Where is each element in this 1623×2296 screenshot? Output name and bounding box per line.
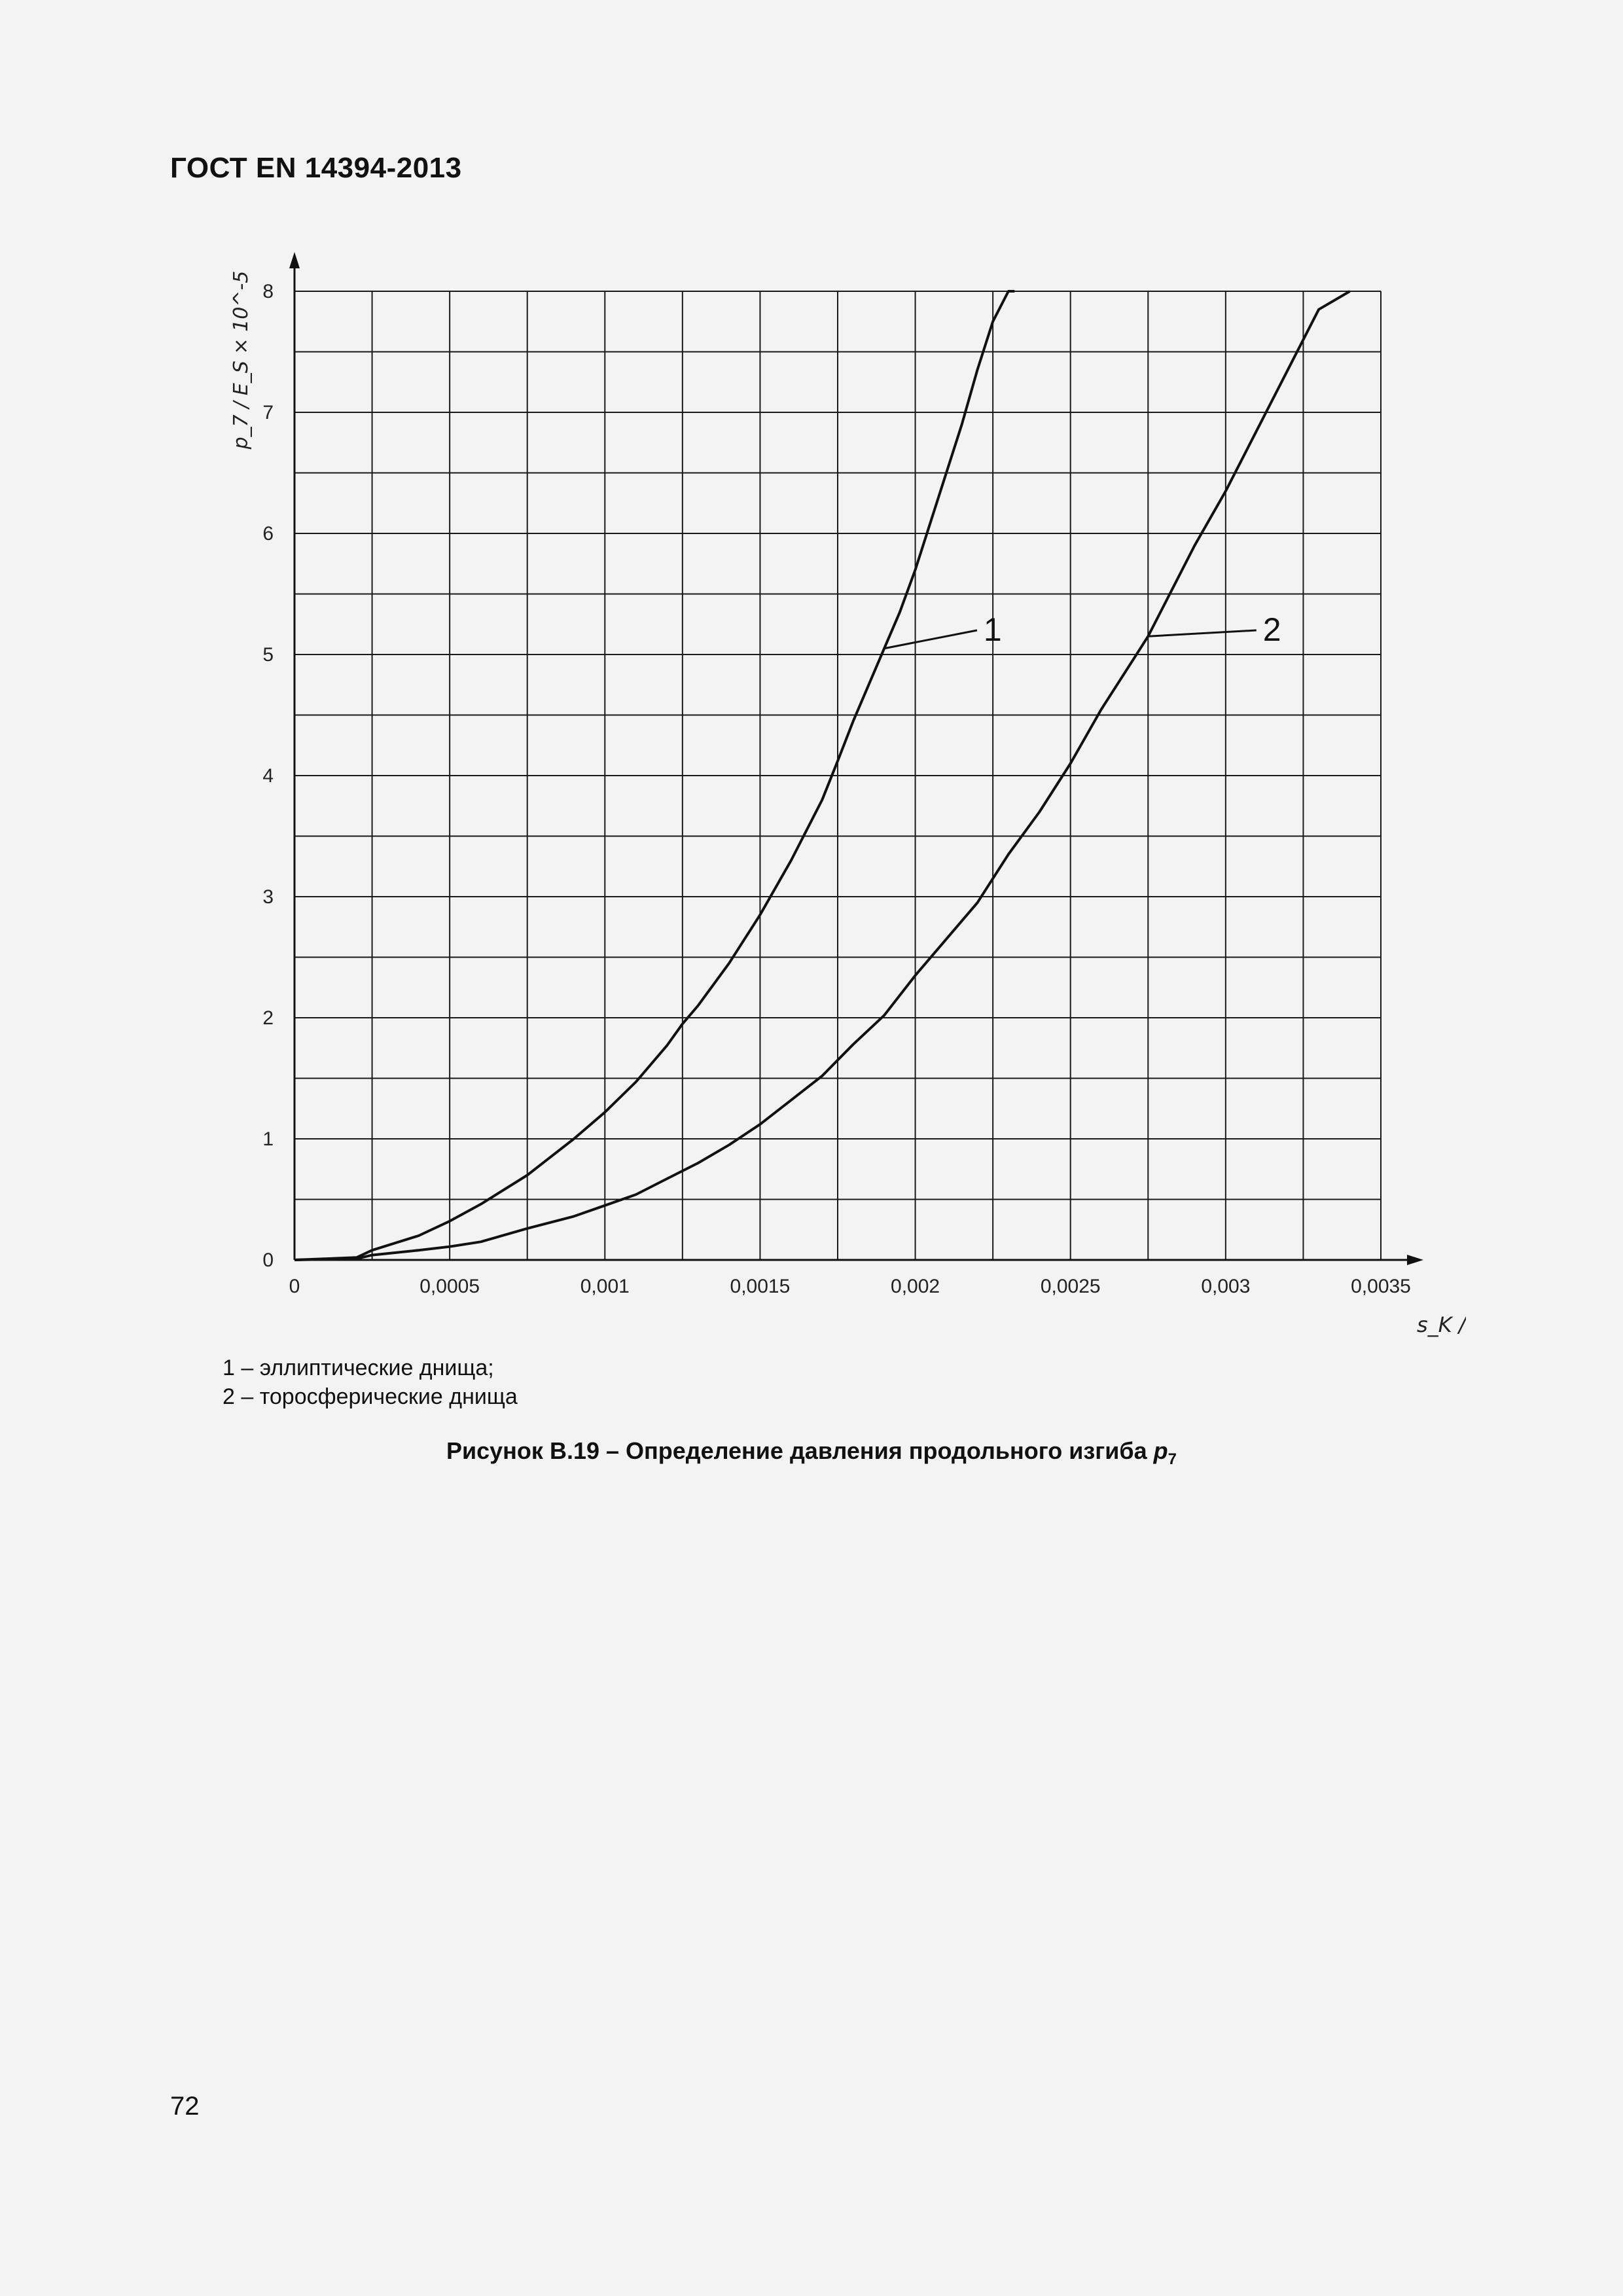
x-tick-label: 0,0005 xyxy=(419,1276,480,1297)
x-axis-label: s_K / d_a xyxy=(1417,1312,1466,1337)
chart-axes xyxy=(289,252,1423,1265)
caption-symbol-subscript: 7 xyxy=(1168,1450,1177,1469)
series-line-2 xyxy=(294,290,1351,1261)
x-tick-label: 0,0025 xyxy=(1041,1276,1101,1297)
x-axis-arrow xyxy=(1407,1255,1423,1265)
series-line-1 xyxy=(294,290,1015,1261)
x-tick-label: 0,001 xyxy=(580,1276,630,1297)
chart-series xyxy=(294,290,1351,1261)
y-axis-label: p_7 / E_S × 10^-5 xyxy=(230,271,253,450)
legend: 1 – эллиптические днища; 2 – торосфериче… xyxy=(223,1354,518,1411)
annotation-label-2: 2 xyxy=(1263,611,1281,648)
x-tick-label: 0,002 xyxy=(891,1276,940,1297)
caption-text: Рисунок В.19 – Определение давления прод… xyxy=(446,1437,1154,1464)
figure-caption: Рисунок В.19 – Определение давления прод… xyxy=(0,1437,1623,1469)
annotation-leader-2 xyxy=(1148,629,1257,637)
x-tick-label: 0,003 xyxy=(1201,1276,1250,1297)
y-tick-label: 2 xyxy=(262,1007,274,1029)
x-tick-label: 0,0015 xyxy=(730,1276,791,1297)
document-header: ГОСТ EN 14394-2013 xyxy=(170,152,462,184)
chart-grid xyxy=(293,291,1382,1261)
legend-item-2: 2 – торосферические днища xyxy=(223,1384,518,1409)
page-number: 72 xyxy=(170,2092,200,2121)
x-tick-labels: 0 0,0005 0,001 0,0015 0,002 0,0025 0,003 0,0035 xyxy=(289,1276,1411,1297)
y-tick-label: 1 xyxy=(262,1128,274,1150)
y-tick-label: 0 xyxy=(262,1249,274,1271)
y-tick-label: 3 xyxy=(262,886,274,908)
annotation-leader-1 xyxy=(883,629,978,650)
y-tick-label: 4 xyxy=(262,765,274,787)
y-tick-label: 6 xyxy=(262,523,274,545)
caption-symbol: p xyxy=(1153,1437,1168,1464)
legend-item-1: 1 – эллиптические днища; xyxy=(223,1355,494,1380)
y-tick-label: 8 xyxy=(262,281,274,302)
y-tick-label: 7 xyxy=(262,402,274,423)
annotation-label-1: 1 xyxy=(984,611,1002,648)
y-tick-labels: 0 1 2 3 4 5 6 7 8 xyxy=(262,281,274,1271)
x-tick-label: 0,0035 xyxy=(1351,1276,1411,1297)
y-axis-arrow xyxy=(289,252,300,268)
y-tick-label: 5 xyxy=(262,644,274,666)
chart: 0 0,0005 0,001 0,0015 0,002 0,0025 0,003 0,0035… xyxy=(230,252,1466,1337)
x-tick-label: 0 xyxy=(289,1276,300,1297)
